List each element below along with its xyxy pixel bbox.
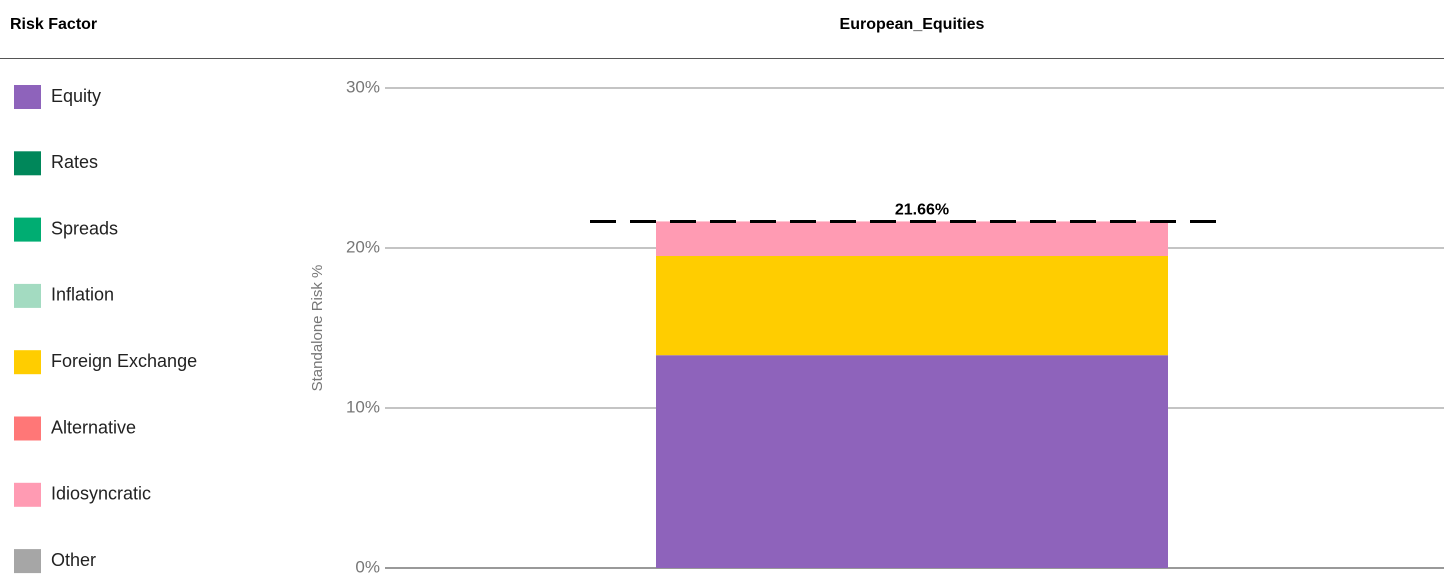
y-tick-label: 30% (346, 77, 380, 96)
bar-segment (656, 355, 1168, 568)
legend-swatch (14, 151, 41, 176)
legend-title: Risk Factor (10, 16, 97, 33)
y-tick-label: 20% (346, 237, 380, 256)
legend-swatch (14, 416, 41, 441)
y-axis-label: Standalone Risk % (309, 265, 326, 392)
legend-swatch (14, 350, 41, 375)
legend-label: Alternative (51, 417, 136, 437)
legend-swatch (14, 482, 41, 507)
y-tick-label: 10% (346, 397, 380, 416)
legend-swatch (14, 85, 41, 109)
legend-label: Other (51, 550, 96, 570)
legend-label: Foreign Exchange (51, 351, 197, 371)
legend-swatch (14, 283, 41, 308)
legend-label: Equity (51, 86, 101, 106)
legend-swatch (14, 217, 41, 242)
legend-label: Idiosyncratic (51, 484, 151, 504)
column-header: European_Equities (840, 16, 985, 33)
legend-label: Spreads (51, 218, 118, 238)
legend-swatch (14, 549, 41, 574)
bar-segment (656, 221, 1168, 256)
legend-label: Inflation (51, 285, 114, 305)
total-label: 21.66% (895, 202, 949, 219)
bar-segment (656, 256, 1168, 356)
legend-label: Rates (51, 152, 98, 172)
y-tick-label: 0% (355, 557, 380, 575)
